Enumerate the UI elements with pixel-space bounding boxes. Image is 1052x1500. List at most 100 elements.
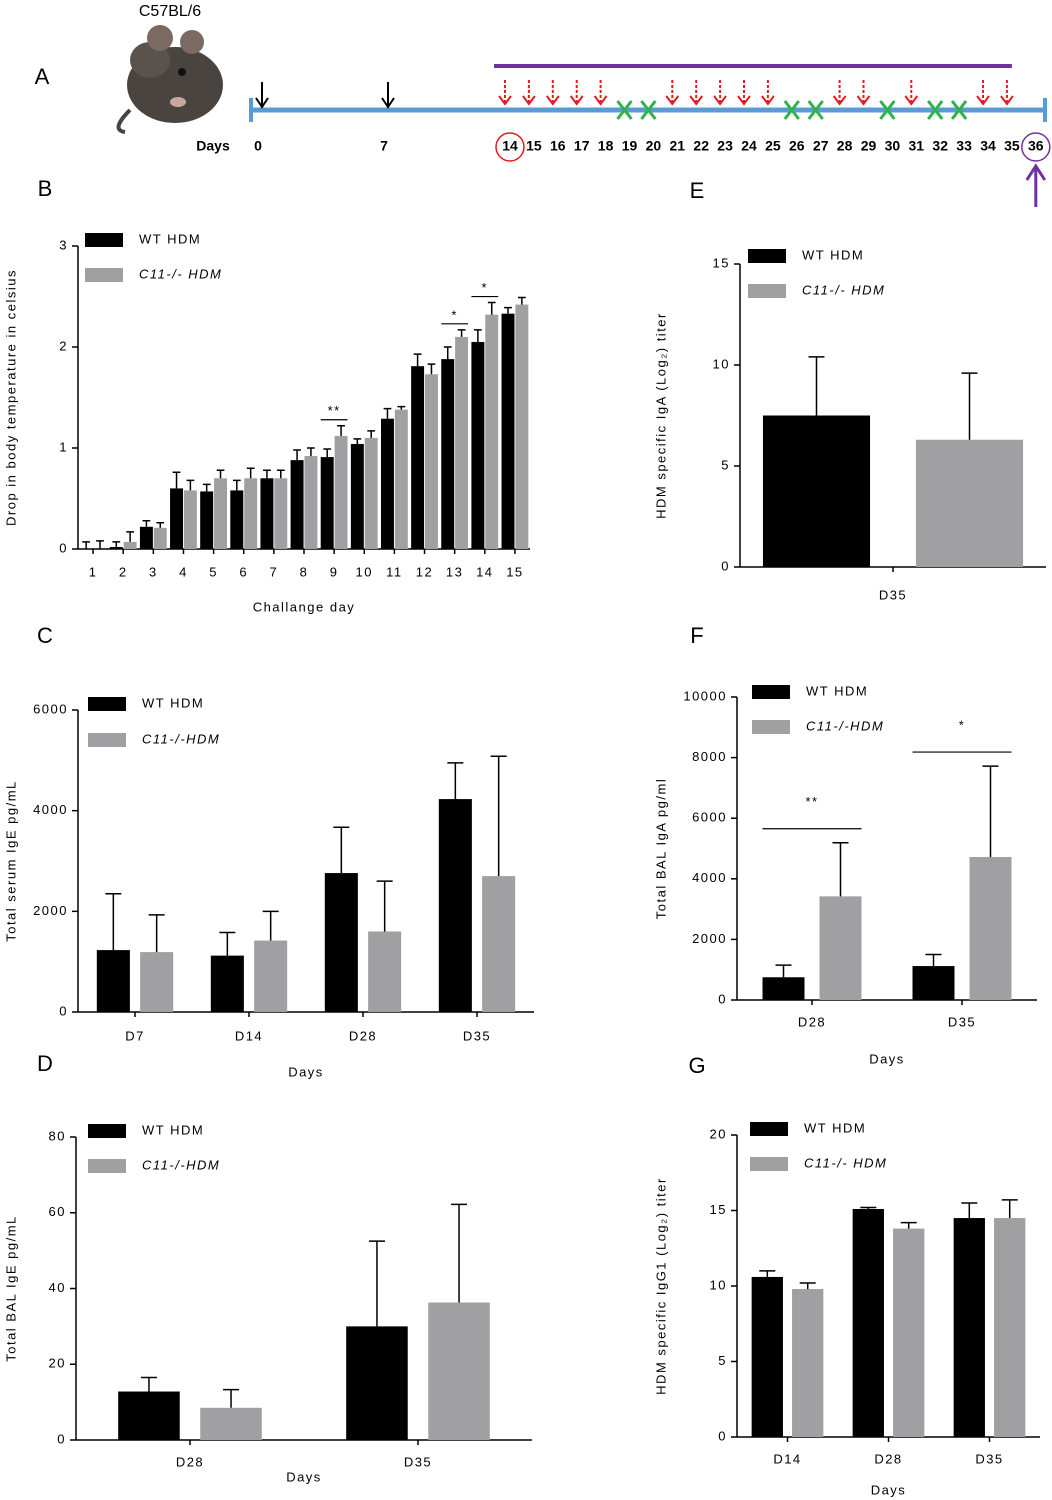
panel-letter: E xyxy=(690,178,705,203)
error-bar xyxy=(126,531,135,542)
strain-label: C57BL/6 xyxy=(139,3,201,20)
error-bar xyxy=(262,910,279,941)
x-tick-label: 4 xyxy=(179,564,188,579)
x-tick-label: D35 xyxy=(463,1028,491,1043)
significance-label: ** xyxy=(328,403,341,418)
error-bar xyxy=(186,479,195,491)
bar xyxy=(438,799,472,1012)
rest-mark xyxy=(807,100,824,120)
panel-letter: G xyxy=(688,1053,705,1078)
significance-label: * xyxy=(451,307,458,322)
x-tick-label: D28 xyxy=(798,1014,826,1029)
challenge-arrow-head xyxy=(713,95,727,106)
error-bar xyxy=(148,914,165,953)
x-tick-label: 7 xyxy=(269,564,278,579)
error-bar xyxy=(413,353,422,367)
error-bar xyxy=(202,483,211,492)
day-label: 35 xyxy=(1004,138,1020,154)
legend-swatch xyxy=(88,697,126,711)
challenge-arrow-head xyxy=(761,95,775,106)
challenge-arrow-head xyxy=(665,95,680,106)
legend-label: C11-/- HDM xyxy=(139,266,222,281)
day-label: 32 xyxy=(932,138,948,154)
error-bar xyxy=(982,765,999,857)
legend-swatch xyxy=(748,284,786,298)
legend-label: C11-/- HDM xyxy=(802,282,885,297)
y-tick-label: 0 xyxy=(718,991,727,1006)
x-tick-label: D35 xyxy=(948,1014,976,1029)
x-tick-label: 11 xyxy=(386,564,403,579)
bar xyxy=(183,490,197,549)
bar xyxy=(394,409,408,549)
y-tick-label: 1 xyxy=(59,439,68,454)
day-label: 15 xyxy=(526,138,542,154)
legend-swatch xyxy=(88,1159,126,1173)
legend-swatch xyxy=(750,1122,788,1136)
challenge-arrow-head xyxy=(498,95,512,106)
x-tick-label: 12 xyxy=(416,564,433,579)
y-tick-label: 0 xyxy=(57,1431,66,1446)
error-bar xyxy=(172,471,181,489)
y-tick-label: 40 xyxy=(49,1280,66,1295)
bar xyxy=(364,437,378,549)
challenge-arrow-head xyxy=(856,95,871,106)
day-label: 28 xyxy=(837,138,853,154)
y-tick-label: 3 xyxy=(59,237,68,252)
error-bar xyxy=(925,953,942,967)
challenge-arrow-head xyxy=(546,95,560,106)
x-tick-label: 5 xyxy=(209,564,218,579)
day-label: 21 xyxy=(670,138,686,154)
bar xyxy=(109,546,123,549)
error-bar xyxy=(368,1240,385,1327)
x-tick-label: 9 xyxy=(330,564,339,579)
day-label: 16 xyxy=(550,138,566,154)
bar xyxy=(501,313,515,549)
x-tick-label: 1 xyxy=(89,564,98,579)
challenge-arrow-head xyxy=(976,95,990,106)
legend-swatch xyxy=(748,249,786,263)
bar xyxy=(123,541,137,549)
error-bar xyxy=(759,1270,776,1277)
legend-swatch xyxy=(752,685,790,699)
bar xyxy=(762,977,805,1000)
error-bar xyxy=(490,755,507,877)
day-highlight xyxy=(495,132,525,162)
x-tick-label: 13 xyxy=(446,564,463,579)
error-bar xyxy=(293,449,301,461)
sensitization-arrow xyxy=(255,82,269,109)
legend-label: WT HDM xyxy=(806,683,868,698)
error-bar xyxy=(337,425,345,436)
x-tick-label: 6 xyxy=(239,564,248,579)
bar xyxy=(411,366,425,549)
day-label: 31 xyxy=(909,138,925,154)
day-label: 29 xyxy=(861,138,877,154)
bar xyxy=(170,488,184,549)
panel-letter: A xyxy=(35,64,50,89)
bar xyxy=(485,314,499,549)
y-tick-label: 10 xyxy=(710,1277,727,1292)
bar xyxy=(969,856,1012,1000)
bar xyxy=(471,341,485,549)
bar xyxy=(200,491,214,549)
rest-mark xyxy=(616,100,633,120)
bar xyxy=(953,1218,985,1437)
rest-mark xyxy=(783,100,800,120)
error-bar xyxy=(333,826,350,874)
y-tick-label: 15 xyxy=(713,255,730,270)
bar xyxy=(915,439,1024,567)
x-tick-label: 10 xyxy=(356,564,373,579)
bar xyxy=(139,526,153,549)
error-bar xyxy=(105,892,122,951)
x-tick-label: D14 xyxy=(235,1028,263,1043)
legend-label: WT HDM xyxy=(802,247,864,262)
day-label: 17 xyxy=(574,138,590,154)
error-bar xyxy=(232,479,241,491)
day-label: 33 xyxy=(956,138,972,154)
y-tick-label: 80 xyxy=(49,1128,66,1143)
y-tick-label: 20 xyxy=(710,1126,727,1141)
bar xyxy=(762,415,871,567)
bar xyxy=(140,952,174,1012)
challenge-arrow-head xyxy=(904,95,919,106)
bar xyxy=(380,418,394,549)
day-label: 19 xyxy=(622,138,638,154)
